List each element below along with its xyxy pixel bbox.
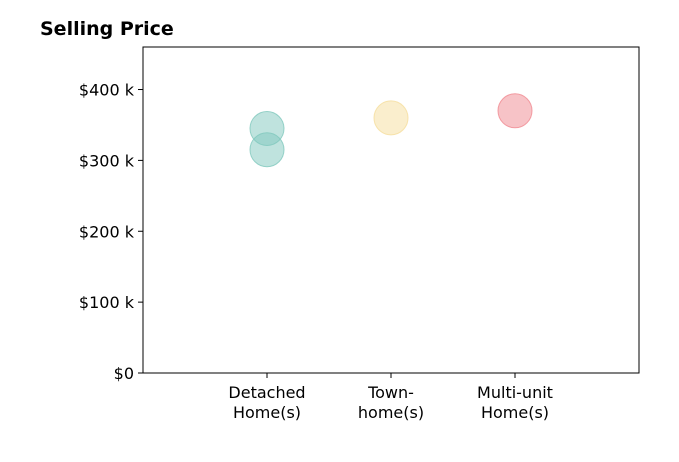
data-point: [497, 93, 533, 129]
y-tick-label: $100 k: [79, 293, 135, 312]
y-tick-label: $200 k: [79, 222, 135, 241]
x-tick-label: Town-home(s): [358, 383, 424, 422]
data-point: [373, 100, 409, 136]
chart-title: Selling Price: [40, 18, 174, 40]
data-point: [249, 132, 285, 168]
x-tick-label: Multi-unit Home(s): [477, 383, 553, 422]
y-tick-label: $300 k: [79, 151, 135, 170]
x-axis: Detached Home(s) Town-home(s) Multi-unit Hom…: [228, 373, 553, 422]
y-axis: $0 $100 k $200 k $300 k $400 k: [79, 81, 143, 383]
y-tick-label: $400 k: [79, 81, 135, 100]
x-tick-label: Detached Home(s): [228, 383, 305, 422]
plot-area-frame: [142, 46, 640, 374]
data-points: [249, 93, 533, 168]
y-tick-label: $0: [114, 364, 134, 383]
